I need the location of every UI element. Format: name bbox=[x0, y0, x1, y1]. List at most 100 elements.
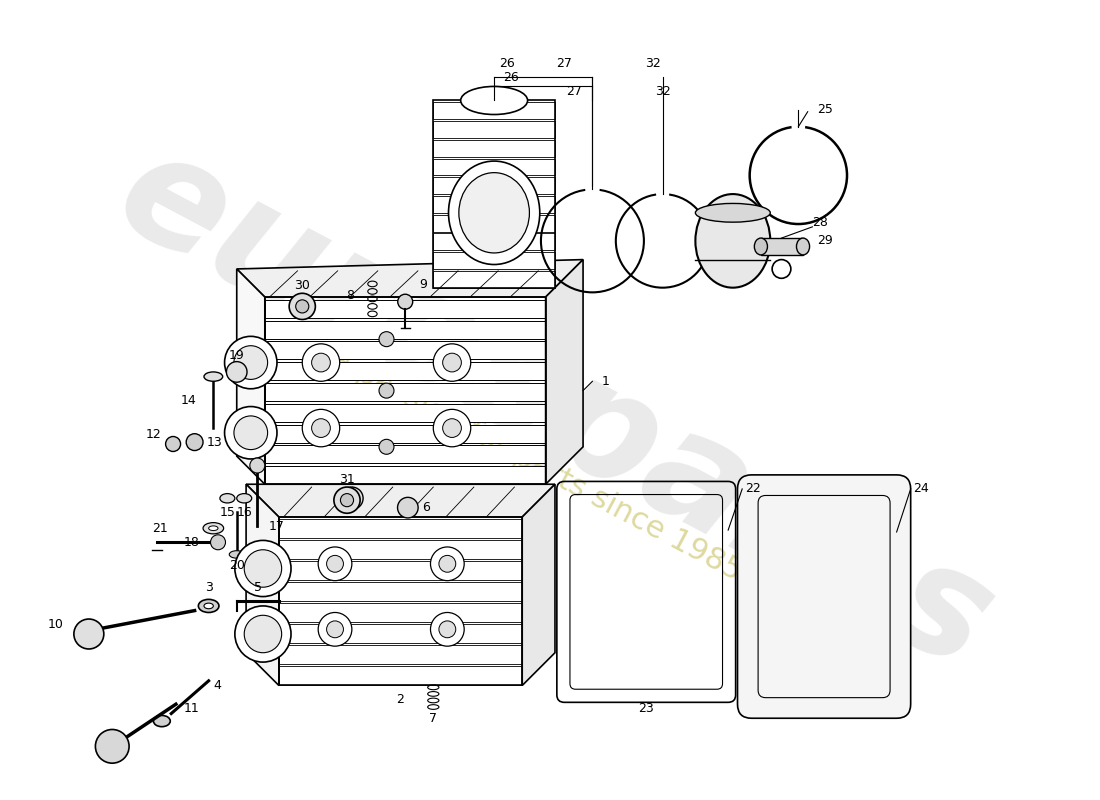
Text: 7: 7 bbox=[429, 712, 438, 725]
Ellipse shape bbox=[755, 238, 768, 255]
Text: 8: 8 bbox=[345, 289, 354, 302]
Circle shape bbox=[186, 434, 204, 450]
Text: 32: 32 bbox=[654, 85, 671, 98]
Circle shape bbox=[439, 621, 455, 638]
Polygon shape bbox=[236, 269, 265, 484]
Ellipse shape bbox=[153, 715, 170, 726]
Bar bbox=[279, 540, 522, 559]
Circle shape bbox=[235, 541, 292, 597]
Bar bbox=[761, 238, 803, 255]
Text: 1: 1 bbox=[602, 374, 609, 388]
Bar bbox=[265, 342, 546, 359]
Circle shape bbox=[398, 294, 412, 310]
Bar bbox=[279, 519, 522, 538]
Text: 29: 29 bbox=[817, 234, 833, 247]
Bar bbox=[279, 666, 522, 686]
Text: 2: 2 bbox=[397, 693, 405, 706]
Bar bbox=[433, 121, 556, 138]
Text: 10: 10 bbox=[47, 618, 64, 631]
Circle shape bbox=[442, 353, 461, 372]
Ellipse shape bbox=[796, 238, 810, 255]
Circle shape bbox=[227, 362, 248, 382]
Text: 4: 4 bbox=[213, 679, 221, 692]
Bar bbox=[433, 234, 556, 250]
Bar bbox=[433, 178, 556, 194]
Polygon shape bbox=[246, 484, 279, 686]
Bar bbox=[265, 446, 546, 463]
Bar bbox=[279, 561, 522, 580]
Text: 12: 12 bbox=[146, 428, 162, 441]
Text: 9: 9 bbox=[419, 278, 427, 291]
Text: 16: 16 bbox=[236, 506, 252, 519]
Bar bbox=[265, 297, 546, 484]
Bar bbox=[433, 140, 556, 157]
Circle shape bbox=[327, 621, 343, 638]
Polygon shape bbox=[546, 259, 583, 484]
Circle shape bbox=[433, 344, 471, 382]
Text: a passion for parts since 1985: a passion for parts since 1985 bbox=[326, 345, 747, 586]
Bar bbox=[265, 321, 546, 338]
Text: 23: 23 bbox=[638, 702, 654, 715]
Circle shape bbox=[379, 383, 394, 398]
Ellipse shape bbox=[204, 372, 222, 382]
Text: 25: 25 bbox=[817, 103, 833, 116]
Text: 18: 18 bbox=[184, 536, 199, 549]
Text: 13: 13 bbox=[207, 436, 222, 449]
Circle shape bbox=[244, 550, 282, 587]
Text: 24: 24 bbox=[913, 482, 930, 495]
Text: 22: 22 bbox=[745, 482, 761, 495]
Bar bbox=[279, 646, 522, 665]
Bar bbox=[279, 624, 522, 643]
Ellipse shape bbox=[236, 494, 252, 503]
Text: 11: 11 bbox=[184, 702, 199, 715]
Circle shape bbox=[210, 534, 225, 550]
Text: 31: 31 bbox=[339, 473, 355, 486]
Circle shape bbox=[224, 406, 277, 459]
Bar bbox=[265, 362, 546, 380]
Bar bbox=[279, 603, 522, 622]
Circle shape bbox=[311, 418, 330, 438]
Circle shape bbox=[379, 332, 394, 346]
Text: 28: 28 bbox=[813, 216, 828, 229]
Circle shape bbox=[433, 410, 471, 447]
Ellipse shape bbox=[204, 603, 213, 609]
Text: 26: 26 bbox=[498, 57, 515, 70]
Ellipse shape bbox=[695, 194, 770, 288]
Text: 26: 26 bbox=[504, 70, 519, 83]
Bar bbox=[279, 517, 522, 686]
Circle shape bbox=[166, 437, 180, 451]
Circle shape bbox=[250, 458, 265, 473]
Polygon shape bbox=[236, 259, 583, 297]
Text: 27: 27 bbox=[557, 57, 572, 70]
Circle shape bbox=[302, 344, 340, 382]
Circle shape bbox=[296, 300, 309, 313]
Circle shape bbox=[439, 555, 455, 572]
Bar bbox=[433, 102, 556, 119]
Ellipse shape bbox=[220, 494, 235, 503]
Text: 21: 21 bbox=[153, 522, 168, 534]
Ellipse shape bbox=[449, 161, 540, 265]
Circle shape bbox=[327, 555, 343, 572]
Text: 20: 20 bbox=[229, 559, 244, 572]
Ellipse shape bbox=[229, 550, 244, 558]
Bar bbox=[433, 196, 556, 213]
Circle shape bbox=[340, 494, 353, 506]
Bar bbox=[433, 214, 556, 231]
Circle shape bbox=[430, 547, 464, 581]
Text: 19: 19 bbox=[229, 349, 244, 362]
Circle shape bbox=[96, 730, 129, 763]
Bar bbox=[433, 271, 556, 288]
Circle shape bbox=[224, 336, 277, 389]
Circle shape bbox=[235, 606, 292, 662]
Circle shape bbox=[289, 294, 316, 319]
Text: 14: 14 bbox=[180, 394, 197, 406]
Circle shape bbox=[234, 416, 267, 450]
Bar bbox=[265, 404, 546, 422]
Text: 32: 32 bbox=[646, 57, 661, 70]
Polygon shape bbox=[522, 484, 556, 686]
Ellipse shape bbox=[204, 522, 223, 534]
Circle shape bbox=[311, 353, 330, 372]
Ellipse shape bbox=[695, 203, 770, 222]
Circle shape bbox=[318, 547, 352, 581]
Text: 30: 30 bbox=[295, 279, 310, 292]
